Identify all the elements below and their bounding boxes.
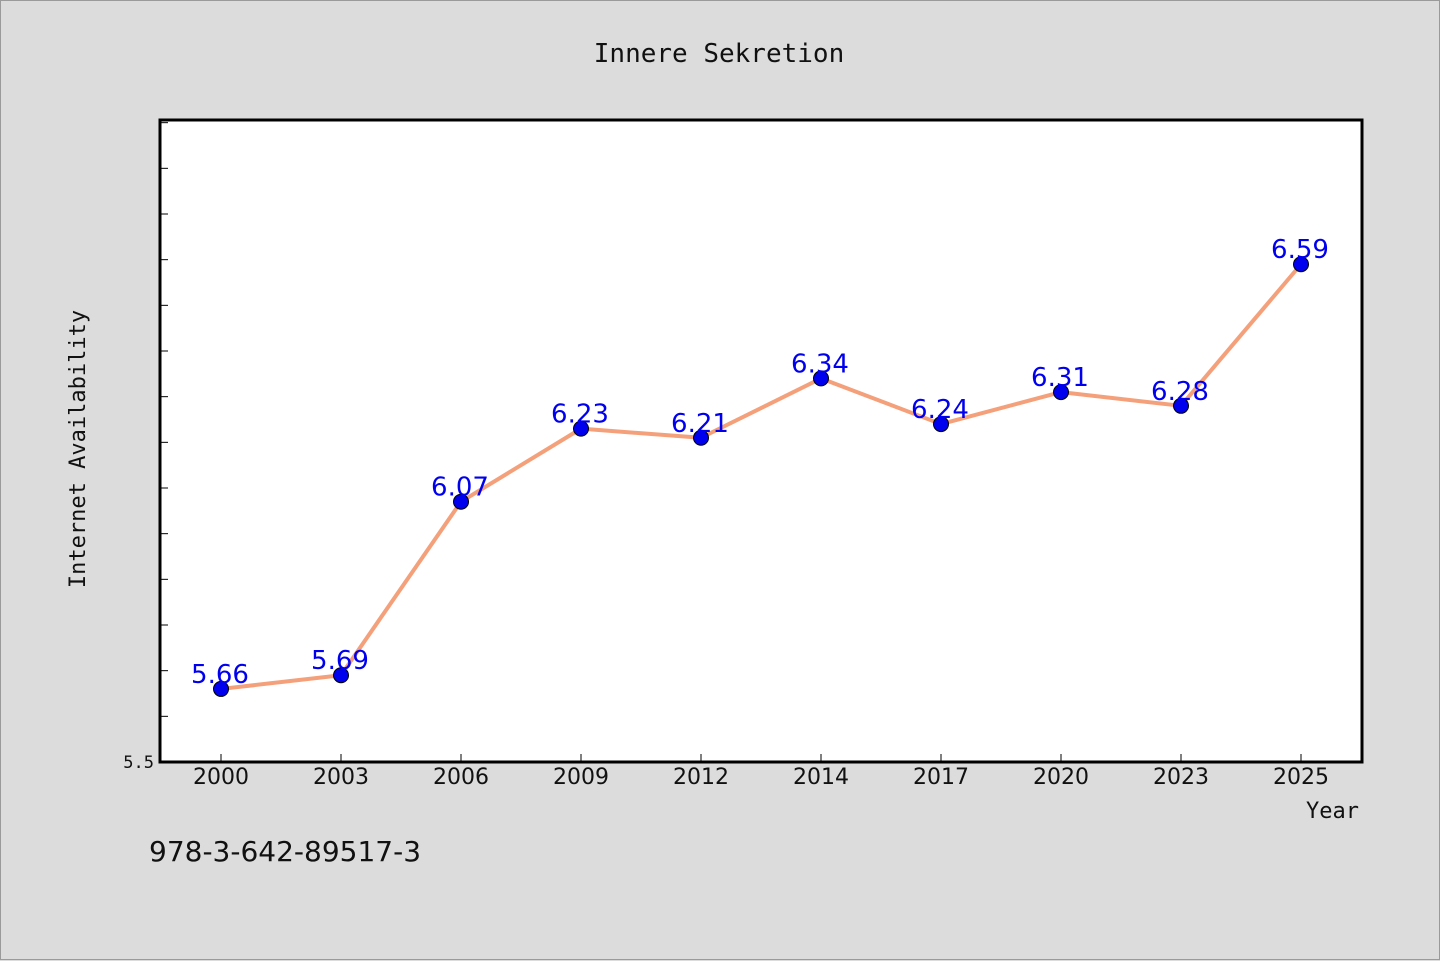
y-tick-label: 5.5 [123, 753, 154, 773]
data-label: 6.28 [1151, 377, 1209, 407]
plot-area [158, 118, 1364, 764]
x-axis-label: Year [1306, 799, 1359, 824]
data-point-marker [573, 420, 589, 437]
x-tick-label: 2000 [193, 765, 249, 790]
x-tick-label: 2025 [1273, 765, 1329, 790]
data-label: 6.07 [431, 473, 489, 503]
isbn-code: 978-3-642-89517-3 [149, 835, 422, 868]
data-label: 6.24 [911, 395, 969, 425]
x-tick-label: 2017 [913, 765, 969, 790]
data-point-marker [933, 416, 949, 433]
y-axis-ticks [160, 122, 168, 763]
data-label: 6.21 [671, 409, 729, 439]
data-point-marker [453, 493, 469, 510]
y-axis-label: Internet Availability [66, 310, 91, 588]
x-tick-label: 2020 [1033, 765, 1089, 790]
series-line [220, 262, 1303, 691]
x-tick-label: 2006 [433, 765, 489, 790]
data-point-marker [1173, 397, 1189, 414]
series-lines [220, 262, 1303, 691]
chart-title: Innere Sekretion [594, 39, 844, 69]
data-point-marker [333, 667, 349, 684]
data-label: 5.66 [191, 660, 249, 690]
data-label: 6.59 [1271, 235, 1329, 265]
data-point-marker [1293, 256, 1309, 273]
data-labels: 5.66 5.69 6.07 6.23 6.21 6.34 6.24 6.31 6.28 6.59 [191, 235, 1329, 690]
data-label: 6.31 [1031, 363, 1089, 393]
x-tick-label: 2009 [553, 765, 609, 790]
data-point-marker [213, 680, 229, 697]
x-axis-ticks [220, 754, 1302, 762]
data-label: 5.69 [311, 646, 369, 676]
x-tick-label: 2003 [313, 765, 369, 790]
data-point-marker [693, 429, 709, 446]
data-label: 6.23 [551, 400, 609, 430]
y-axis-tick-labels: 5.5 [123, 753, 154, 773]
data-points [213, 256, 1309, 697]
x-axis-tick-labels: 2000 2003 2006 2009 2012 2014 2017 2020 2023 2025 [193, 765, 1329, 790]
x-tick-label: 2014 [793, 765, 849, 790]
data-point-marker [1053, 384, 1069, 401]
data-label: 6.34 [791, 349, 849, 379]
data-point-marker [813, 370, 829, 387]
x-tick-label: 2012 [673, 765, 729, 790]
x-tick-label: 2023 [1153, 765, 1209, 790]
